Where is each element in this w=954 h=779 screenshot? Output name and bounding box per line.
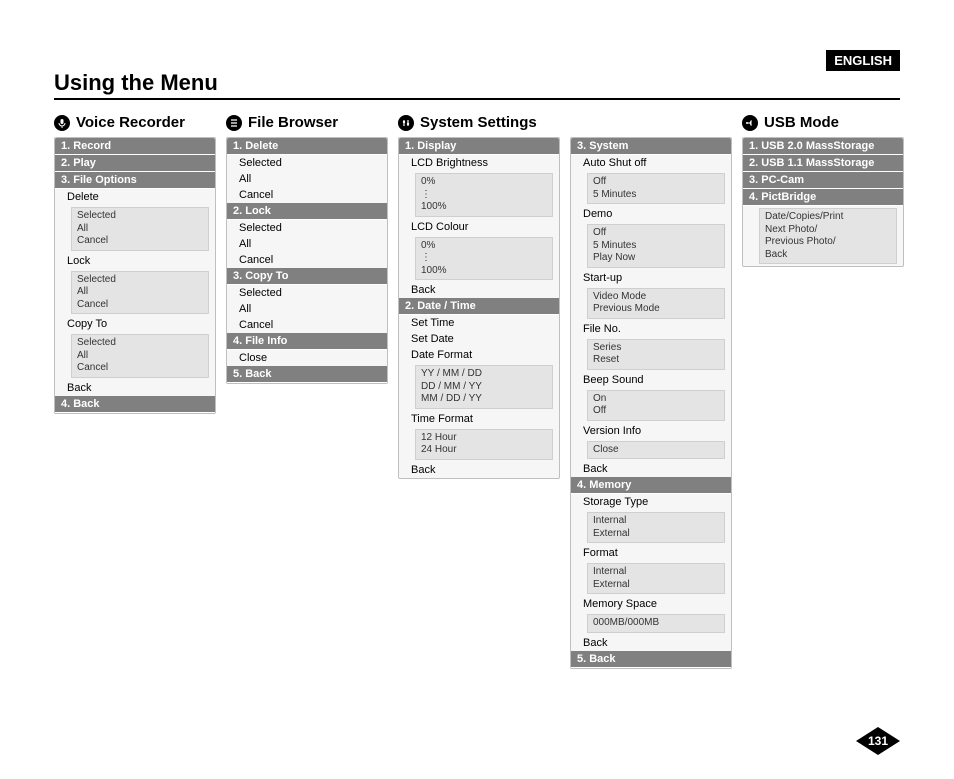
panel-sys-display: 1. Display LCD Brightness 0% ⋮ 100% LCD … <box>398 137 560 479</box>
fb-copy-can[interactable]: Cancel <box>227 317 387 333</box>
ss-lcd-b-opts: 0% ⋮ 100% <box>415 173 553 217</box>
ss-space[interactable]: Memory Space <box>571 596 731 612</box>
ss-auto[interactable]: Auto Shut off <box>571 155 731 171</box>
fb-close[interactable]: Close <box>227 350 387 366</box>
ss-storage-opts: Internal External <box>587 512 725 543</box>
col-file-browser: File Browser 1. Delete Selected All Canc… <box>226 114 388 384</box>
file-browser-title: File Browser <box>248 114 338 131</box>
fb-lock-sel[interactable]: Selected <box>227 220 387 236</box>
page-title: Using the Menu <box>54 70 900 100</box>
page-number-ornament: 131 <box>856 727 900 755</box>
ss-version[interactable]: Version Info <box>571 423 731 439</box>
ss-lcd-c-opts: 0% ⋮ 100% <box>415 237 553 281</box>
fb-del-sel[interactable]: Selected <box>227 155 387 171</box>
col-system-a: System Settings 1. Display LCD Brightnes… <box>398 114 560 479</box>
vr-copy-opts: Selected All Cancel <box>71 334 209 378</box>
vr-lock[interactable]: Lock <box>55 253 215 269</box>
ss-time-format-opts: 12 Hour 24 Hour <box>415 429 553 460</box>
ss-version-opts: Close <box>587 441 725 460</box>
vr-file-options[interactable]: 3. File Options <box>55 172 215 189</box>
list-icon <box>226 115 242 131</box>
vr-h-back[interactable]: 4. Back <box>55 396 215 413</box>
fb-copy[interactable]: 3. Copy To <box>227 268 387 285</box>
columns-wrap: Voice Recorder 1. Record 2. Play 3. File… <box>54 114 900 669</box>
panel-sys-system: 3. System Auto Shut off Off 5 Minutes De… <box>570 137 732 669</box>
ss-beep[interactable]: Beep Sound <box>571 372 731 388</box>
voice-recorder-title: Voice Recorder <box>76 114 185 131</box>
ss-time-format[interactable]: Time Format <box>399 411 559 427</box>
ss-beep-opts: On Off <box>587 390 725 421</box>
ss-space-opts: 000MB/000MB <box>587 614 725 633</box>
ss-back[interactable]: 5. Back <box>571 651 731 668</box>
ss-set-time[interactable]: Set Time <box>399 315 559 331</box>
vr-delete[interactable]: Delete <box>55 189 215 205</box>
fb-del-can[interactable]: Cancel <box>227 187 387 203</box>
fb-lock[interactable]: 2. Lock <box>227 203 387 220</box>
vr-lock-opts: Selected All Cancel <box>71 271 209 315</box>
vr-back[interactable]: Back <box>55 380 215 396</box>
ss-storage[interactable]: Storage Type <box>571 494 731 510</box>
ss-fileno-opts: Series Reset <box>587 339 725 370</box>
ss-fileno[interactable]: File No. <box>571 321 731 337</box>
ss-demo[interactable]: Demo <box>571 206 731 222</box>
fb-lock-all[interactable]: All <box>227 236 387 252</box>
fb-lock-can[interactable]: Cancel <box>227 252 387 268</box>
ss-lcd-brightness[interactable]: LCD Brightness <box>399 155 559 171</box>
usb-11[interactable]: 2. USB 1.1 MassStorage <box>743 155 903 172</box>
usb-20[interactable]: 1. USB 2.0 MassStorage <box>743 138 903 155</box>
ss-lcd-colour[interactable]: LCD Colour <box>399 219 559 235</box>
language-badge: ENGLISH <box>826 50 900 71</box>
page-number: 131 <box>868 734 888 748</box>
ss-system[interactable]: 3. System <box>571 138 731 155</box>
ss-startup[interactable]: Start-up <box>571 270 731 286</box>
col-system-b: . 3. System Auto Shut off Off 5 Minutes … <box>570 114 732 669</box>
vr-play[interactable]: 2. Play <box>55 155 215 172</box>
panel-voice-recorder: 1. Record 2. Play 3. File Options Delete… <box>54 137 216 414</box>
system-settings-title: System Settings <box>420 114 537 131</box>
ss-datetime-back[interactable]: Back <box>399 462 559 478</box>
usb-pccam[interactable]: 3. PC-Cam <box>743 172 903 189</box>
ss-startup-opts: Video Mode Previous Mode <box>587 288 725 319</box>
ss-auto-opts: Off 5 Minutes <box>587 173 725 204</box>
ss-memory[interactable]: 4. Memory <box>571 477 731 494</box>
usb-pb-opts: Date/Copies/Print Next Photo/ Previous P… <box>759 208 897 264</box>
settings-icon <box>398 115 414 131</box>
ss-format[interactable]: Format <box>571 545 731 561</box>
ss-display-back[interactable]: Back <box>399 282 559 298</box>
usb-mode-title: USB Mode <box>764 114 839 131</box>
fb-copy-sel[interactable]: Selected <box>227 285 387 301</box>
ss-datetime[interactable]: 2. Date / Time <box>399 298 559 315</box>
ss-demo-opts: Off 5 Minutes Play Now <box>587 224 725 268</box>
fb-copy-all[interactable]: All <box>227 301 387 317</box>
usb-pictbridge[interactable]: 4. PictBridge <box>743 189 903 206</box>
mic-icon <box>54 115 70 131</box>
fb-fileinfo[interactable]: 4. File Info <box>227 333 387 350</box>
fb-del-all[interactable]: All <box>227 171 387 187</box>
ss-date-format[interactable]: Date Format <box>399 347 559 363</box>
ss-system-back[interactable]: Back <box>571 461 731 477</box>
ss-format-opts: Internal External <box>587 563 725 594</box>
fb-delete[interactable]: 1. Delete <box>227 138 387 155</box>
col-usb: USB Mode 1. USB 2.0 MassStorage 2. USB 1… <box>742 114 904 267</box>
vr-delete-opts: Selected All Cancel <box>71 207 209 251</box>
usb-icon <box>742 115 758 131</box>
vr-copy[interactable]: Copy To <box>55 316 215 332</box>
ss-date-format-opts: YY / MM / DD DD / MM / YY MM / DD / YY <box>415 365 553 409</box>
ss-set-date[interactable]: Set Date <box>399 331 559 347</box>
ss-display[interactable]: 1. Display <box>399 138 559 155</box>
fb-back[interactable]: 5. Back <box>227 366 387 383</box>
col-voice-recorder: Voice Recorder 1. Record 2. Play 3. File… <box>54 114 216 414</box>
panel-file-browser: 1. Delete Selected All Cancel 2. Lock Se… <box>226 137 388 384</box>
ss-memory-back[interactable]: Back <box>571 635 731 651</box>
vr-record[interactable]: 1. Record <box>55 138 215 155</box>
panel-usb: 1. USB 2.0 MassStorage 2. USB 1.1 MassSt… <box>742 137 904 267</box>
